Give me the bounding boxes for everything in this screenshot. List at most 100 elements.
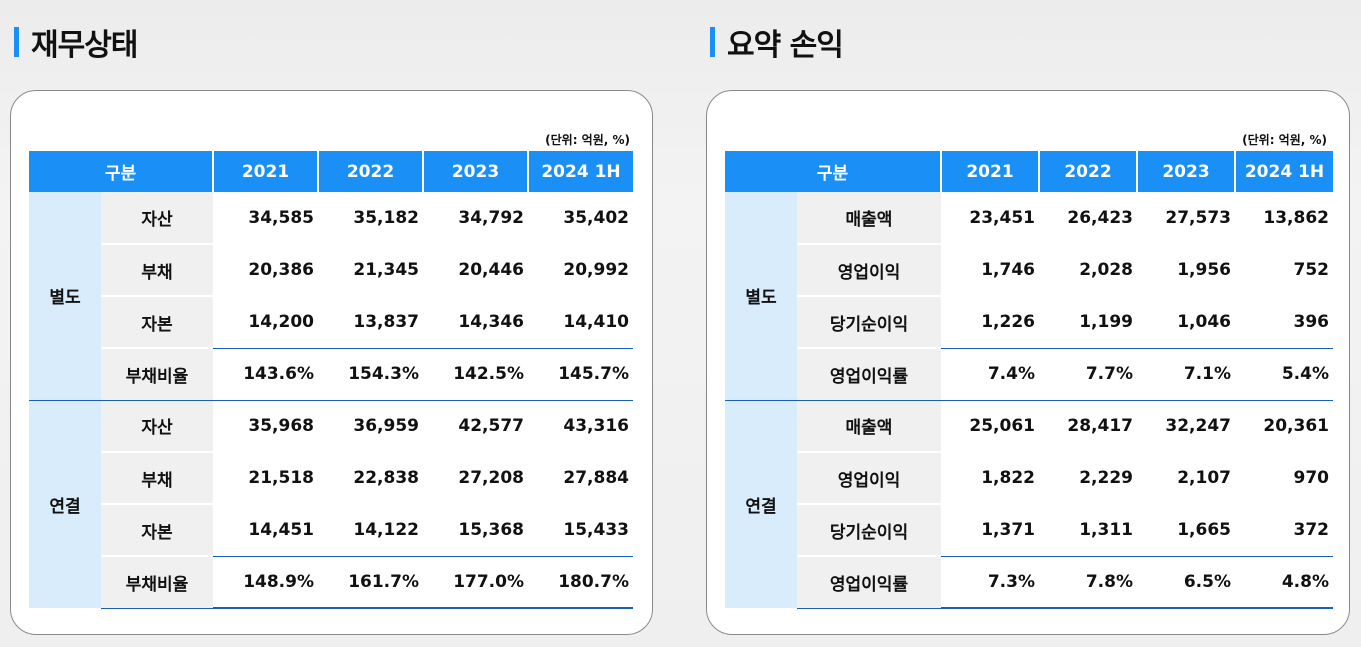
value-cell: 13,862 [1263,208,1329,228]
value-cell: 26,423 [1067,208,1133,228]
value-cell: 177.0% [423,555,528,609]
header-year: 2024 1H [1235,151,1333,192]
value-cell: 43,316 [563,416,629,437]
value-cell: 161.7% [318,555,423,609]
value-cell: 20,361 [1263,416,1329,437]
value-cell: 15,368 [458,519,524,540]
value-cell: 1,226 [981,311,1035,332]
header-year: 2023 [423,151,529,192]
value-cell: 145.7% [528,347,633,401]
value-cell: 1,956 [1177,260,1231,280]
group-label: 연결 [725,400,797,608]
value-cell: 35,968 [248,416,314,437]
value-cell: 25,061 [969,416,1035,437]
value-cell: 36,959 [353,416,419,437]
header-year: 2024 1H [528,151,633,192]
value-cell: 13,837 [353,311,419,332]
heading-accent-bar [14,27,19,57]
value-cell: 2,028 [1079,260,1133,280]
table-row: 연결 자산 35,968 36,959 42,577 43,316 [29,400,633,608]
income-card: (단위: 억원, %) 구분 2021 2022 2023 2024 1H 별도… [706,90,1350,635]
table-row: 부채비율 143.6% 154.3% 142.5% 145.7% [29,347,633,401]
value-cell: 154.3% [318,347,423,401]
income-title: 요약 손익 [727,28,844,63]
table-header-row: 구분 2021 2022 2023 2024 1H [29,151,633,192]
financial-title: 재무상태 [31,28,138,63]
value-cell: 396 [1293,311,1330,332]
table-header-row: 구분 2021 2022 2023 2024 1H [725,151,1333,192]
value-cell: 15,433 [563,519,629,540]
table-row: 별도 매출액 23,451 26,423 27,573 13,862 [725,192,1333,401]
group-label: 연결 [29,400,101,608]
row-label: 자본 [101,296,213,349]
row-label: 부채비율 [101,347,213,401]
value-cell: 14,410 [563,311,629,332]
row-label: 부채 [101,244,213,297]
table-row: 영업이익 1,746 2,028 1,956 752 [725,244,1333,297]
income-table: 구분 2021 2022 2023 2024 1H 별도 매출액 23,451 26,… [725,151,1333,609]
value-cell: 27,884 [563,468,629,488]
row-label: 당기순이익 [797,504,941,557]
value-cell: 23,451 [969,208,1035,228]
value-cell: 143.6% [213,347,318,401]
value-cell: 32,247 [1165,416,1231,437]
value-cell: 1,371 [981,519,1035,540]
financial-heading: 재무상태 [14,22,138,63]
header-year: 2022 [318,151,424,192]
value-cell: 970 [1293,468,1330,488]
table-row: 별도 자산 34,585 35,182 34,792 35,402 [29,192,633,401]
value-cell: 7.1% [1137,347,1235,401]
table-row: 자본 14,200 13,837 14,346 14,410 [29,296,633,349]
financial-unit-note: (단위: 억원, %) [545,133,630,147]
table-row: 당기순이익 1,371 1,311 1,665 372 [725,504,1333,557]
table-row: 당기순이익 1,226 1,199 1,046 396 [725,296,1333,349]
header-year: 2021 [941,151,1040,192]
header-year: 2021 [213,151,319,192]
value-cell: 1,046 [1177,311,1231,332]
value-cell: 180.7% [528,555,633,609]
value-cell: 34,792 [458,208,524,228]
row-label: 자산 [101,192,213,245]
table-row: 영업이익률 7.3% 7.8% 6.5% 4.8% [725,555,1333,609]
row-label: 매출액 [797,400,941,453]
row-label: 자산 [101,400,213,453]
value-cell: 7.3% [941,555,1039,609]
value-cell: 148.9% [213,555,318,609]
header-year: 2022 [1039,151,1138,192]
table-row: 부채비율 148.9% 161.7% 177.0% 180.7% [29,555,633,609]
value-cell: 14,451 [248,519,314,540]
value-cell: 2,107 [1177,468,1231,488]
value-cell: 22,838 [353,468,419,488]
value-cell: 21,345 [353,260,419,280]
value-cell: 1,746 [981,260,1035,280]
table-row: 연결 매출액 25,061 28,417 32,247 20,361 [725,400,1333,608]
value-cell: 27,573 [1165,208,1231,228]
value-cell: 35,402 [563,208,629,228]
value-cell: 35,182 [353,208,419,228]
group-label: 별도 [725,192,797,401]
value-cell: 5.4% [1235,347,1333,401]
value-cell: 27,208 [458,468,524,488]
row-label: 매출액 [797,192,941,245]
value-cell: 21,518 [248,468,314,488]
value-cell: 14,200 [248,311,314,332]
header-year: 2023 [1137,151,1236,192]
row-label: 부채 [101,452,213,505]
income-unit-note: (단위: 억원, %) [1242,133,1327,147]
income-heading: 요약 손익 [710,22,844,63]
row-label: 영업이익 [797,452,941,505]
row-label: 영업이익률 [797,555,941,609]
value-cell: 1,311 [1079,519,1133,540]
value-cell: 34,585 [248,208,314,228]
value-cell: 20,386 [248,260,314,280]
table-row: 부채 20,386 21,345 20,446 20,992 [29,244,633,297]
row-label: 영업이익률 [797,347,941,401]
table-row: 부채 21,518 22,838 27,208 27,884 [29,452,633,505]
value-cell: 7.7% [1039,347,1137,401]
value-cell: 752 [1293,260,1330,280]
financial-table: 구분 2021 2022 2023 2024 1H 별도 자산 34,585 35,1… [29,151,633,609]
row-label: 영업이익 [797,244,941,297]
value-cell: 1,665 [1177,519,1231,540]
value-cell: 7.8% [1039,555,1137,609]
value-cell: 2,229 [1079,468,1133,488]
